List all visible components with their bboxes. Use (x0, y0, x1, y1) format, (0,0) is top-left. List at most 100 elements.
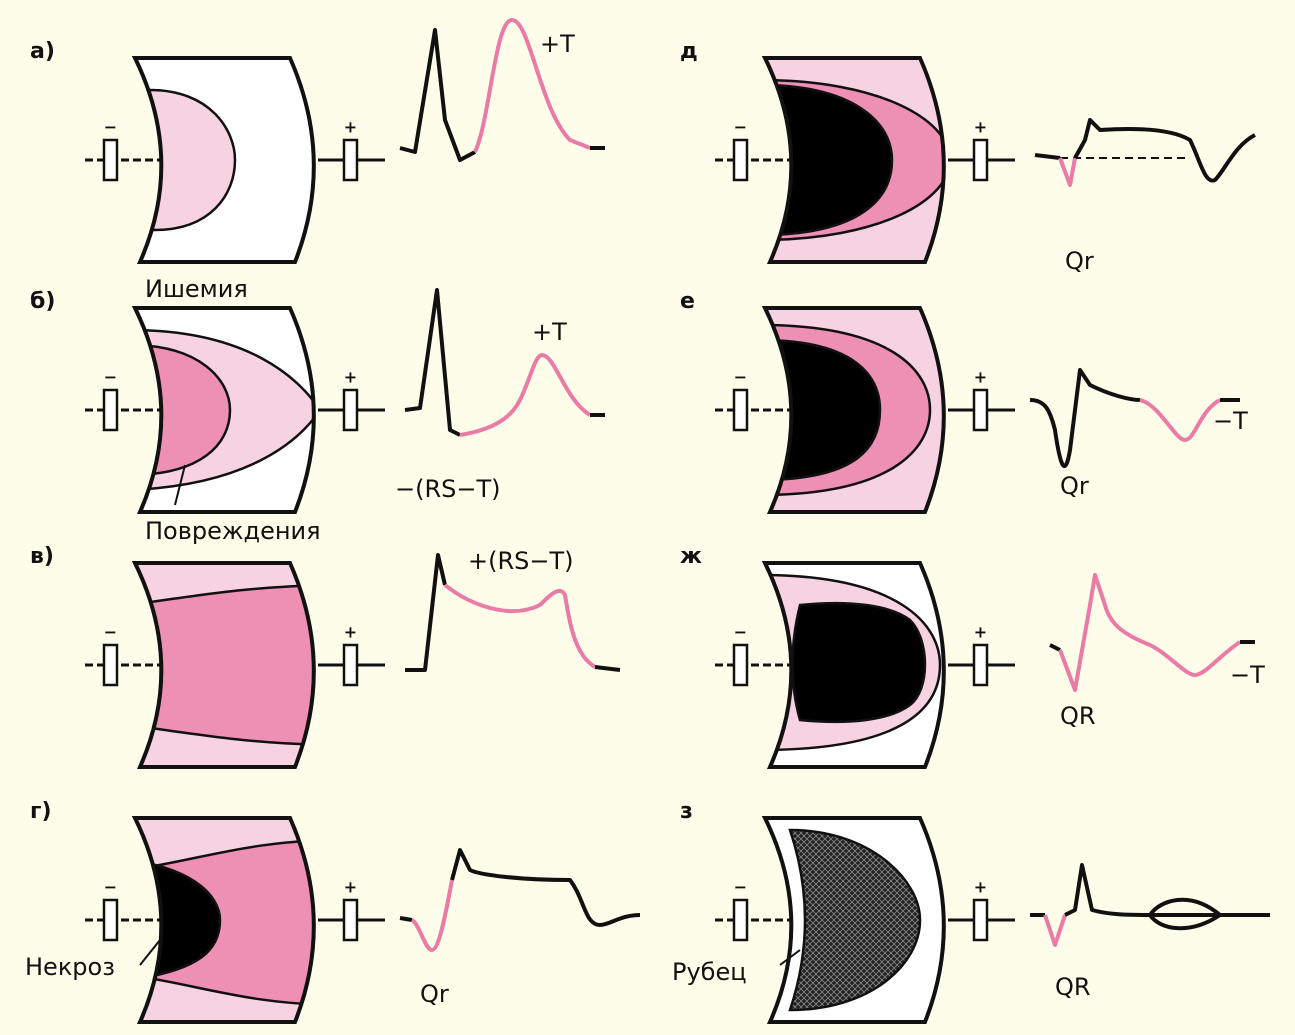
electrode (972, 643, 989, 687)
wave-label: Qr (1060, 472, 1089, 500)
panel-letter: а) (30, 39, 55, 64)
zone (135, 583, 314, 747)
wall-outline (131, 816, 316, 1024)
electrode-sign: − (734, 623, 747, 642)
wall (765, 58, 944, 262)
electrode (102, 898, 119, 942)
ecg-wave (405, 553, 447, 672)
ecg-wave (1073, 118, 1256, 183)
wave-label: Qr (420, 980, 449, 1008)
zone (765, 83, 894, 237)
ecg-wave (404, 288, 461, 437)
ecg-wave (1029, 368, 1141, 468)
panel-letter: е (680, 289, 695, 314)
ecg-wave (1049, 643, 1061, 652)
electrode-sign: − (104, 878, 117, 897)
ecg-wave (450, 848, 641, 927)
ecg-wave (1139, 398, 1222, 442)
panel: д − + Qr (680, 39, 1256, 275)
electrode-sign: + (974, 368, 987, 387)
pointer (779, 949, 801, 966)
wall-outline (131, 561, 316, 769)
wave-label: +(RS−T) (468, 547, 574, 575)
zone-label: Рубец (672, 958, 747, 986)
wall-outline (761, 306, 946, 514)
electrode-sign: + (344, 623, 357, 642)
ecg-wave (399, 916, 413, 922)
wall-outline (761, 56, 946, 264)
electrode (972, 388, 989, 432)
ecg-wave (410, 879, 454, 952)
wave-label: −T (1213, 407, 1248, 435)
electrode (342, 388, 359, 432)
electrode (102, 388, 119, 432)
wave-label: QR (1055, 973, 1091, 1001)
panel: ж − + QR −T (680, 544, 1265, 769)
ecg-wave (594, 665, 621, 672)
wall-outline (131, 306, 316, 514)
electrode (732, 138, 749, 182)
electrode-sign: + (974, 623, 987, 642)
zone (791, 601, 927, 724)
pointer (139, 939, 161, 966)
electrode-sign: − (734, 118, 747, 137)
electrode-sign: + (344, 878, 357, 897)
wall (135, 563, 314, 767)
zone (788, 828, 922, 1012)
zone-label: Повреждения (145, 517, 321, 545)
wave-label: Qr (1065, 247, 1094, 275)
wave-label: −T (1230, 661, 1265, 689)
electrode (342, 643, 359, 687)
panel: з − + Рубец QR (672, 799, 1270, 1024)
ecg-wave (1064, 863, 1270, 931)
ecg-wave (473, 18, 591, 153)
pointer (174, 464, 186, 506)
ecg-wave (1043, 914, 1067, 947)
electrode-sign: − (104, 118, 117, 137)
electrode-sign: + (974, 118, 987, 137)
panel-letter: ж (680, 544, 702, 569)
wall (135, 308, 314, 512)
wave-label: +T (540, 30, 575, 58)
wave-label: QR (1060, 702, 1096, 730)
wave-label: −(RS−T) (395, 475, 501, 503)
wall (765, 308, 944, 512)
wave-label: +T (532, 318, 567, 346)
wall (765, 563, 944, 767)
electrode-sign: + (974, 878, 987, 897)
wall (765, 818, 944, 1022)
electrode (102, 643, 119, 687)
electrode (342, 138, 359, 182)
wall-outline (761, 816, 946, 1024)
panel-letter: з (680, 799, 693, 824)
ecg-wave (1058, 157, 1077, 187)
electrode (732, 388, 749, 432)
panel-letter: в) (30, 544, 54, 569)
zone-label: Некроз (25, 953, 115, 981)
electrode (732, 898, 749, 942)
zone-label: Ишемия (145, 275, 248, 303)
panel: б) − + Повреждения +T −(RS−T) (30, 288, 605, 545)
panel: г) − + Некроз Qr (25, 799, 641, 1024)
panel-letter: д (680, 39, 698, 64)
electrode-sign: + (344, 118, 357, 137)
wall-outline (131, 56, 316, 264)
ecg-wave (443, 583, 597, 669)
electrode-sign: − (104, 368, 117, 387)
panel-letter: г) (30, 799, 52, 824)
electrode-sign: − (734, 368, 747, 387)
ecg-wave (1058, 573, 1242, 692)
panel: а) − + Ишемия +T (30, 18, 605, 303)
ecg-wave (1034, 153, 1061, 160)
electrode-sign: + (344, 368, 357, 387)
panel: в) − + +(RS−T) (30, 544, 621, 769)
electrode (102, 138, 119, 182)
electrode-sign: − (734, 878, 747, 897)
ecg-wave (459, 353, 592, 437)
wall-outline (761, 561, 946, 769)
electrode (972, 138, 989, 182)
ecg-wave (399, 28, 476, 162)
electrode (972, 898, 989, 942)
electrode (732, 643, 749, 687)
